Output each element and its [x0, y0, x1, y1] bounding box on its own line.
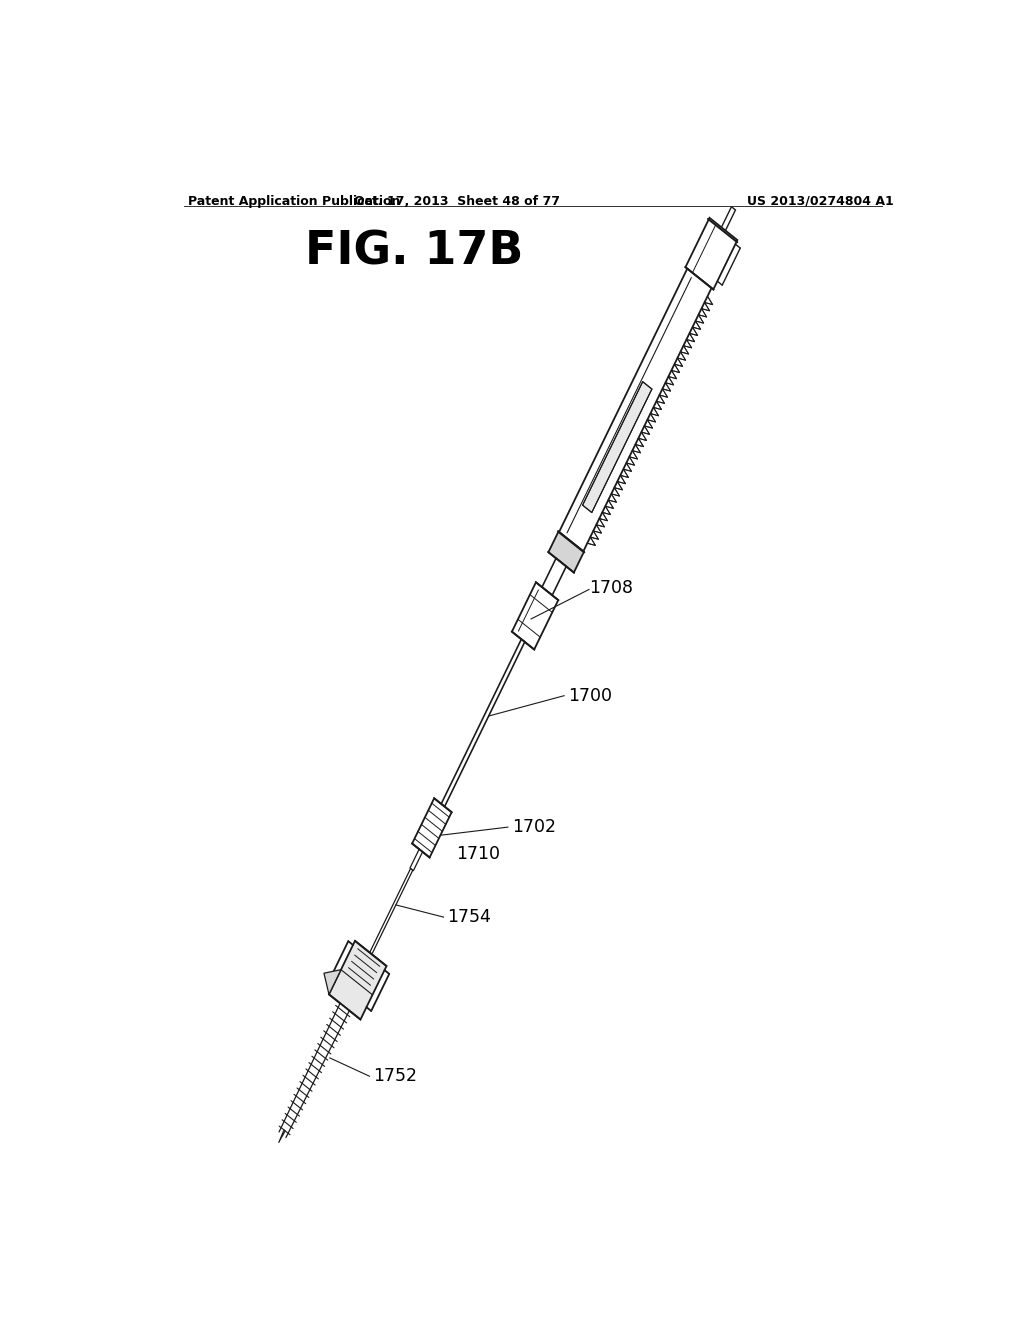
Polygon shape: [410, 849, 423, 871]
Text: 1702: 1702: [512, 818, 556, 836]
Text: US 2013/0274804 A1: US 2013/0274804 A1: [748, 195, 894, 209]
Polygon shape: [707, 207, 735, 261]
Polygon shape: [512, 582, 558, 649]
Text: 1708: 1708: [589, 579, 633, 598]
Polygon shape: [329, 941, 386, 1019]
Polygon shape: [412, 799, 452, 858]
Polygon shape: [549, 532, 584, 573]
Text: 1700: 1700: [568, 686, 612, 705]
Text: 1752: 1752: [374, 1067, 418, 1085]
Polygon shape: [685, 218, 737, 289]
Text: Oct. 17, 2013  Sheet 48 of 77: Oct. 17, 2013 Sheet 48 of 77: [354, 195, 560, 209]
Polygon shape: [583, 381, 652, 512]
Text: Patent Application Publication: Patent Application Publication: [187, 195, 400, 209]
Text: FIG. 17B: FIG. 17B: [304, 230, 523, 275]
Polygon shape: [280, 1003, 349, 1138]
Polygon shape: [559, 269, 712, 552]
Polygon shape: [441, 639, 524, 807]
Text: 1710: 1710: [456, 846, 500, 863]
Polygon shape: [279, 1130, 286, 1143]
Polygon shape: [542, 558, 566, 595]
Text: 1754: 1754: [447, 908, 492, 927]
Polygon shape: [324, 970, 341, 994]
Polygon shape: [370, 869, 413, 954]
